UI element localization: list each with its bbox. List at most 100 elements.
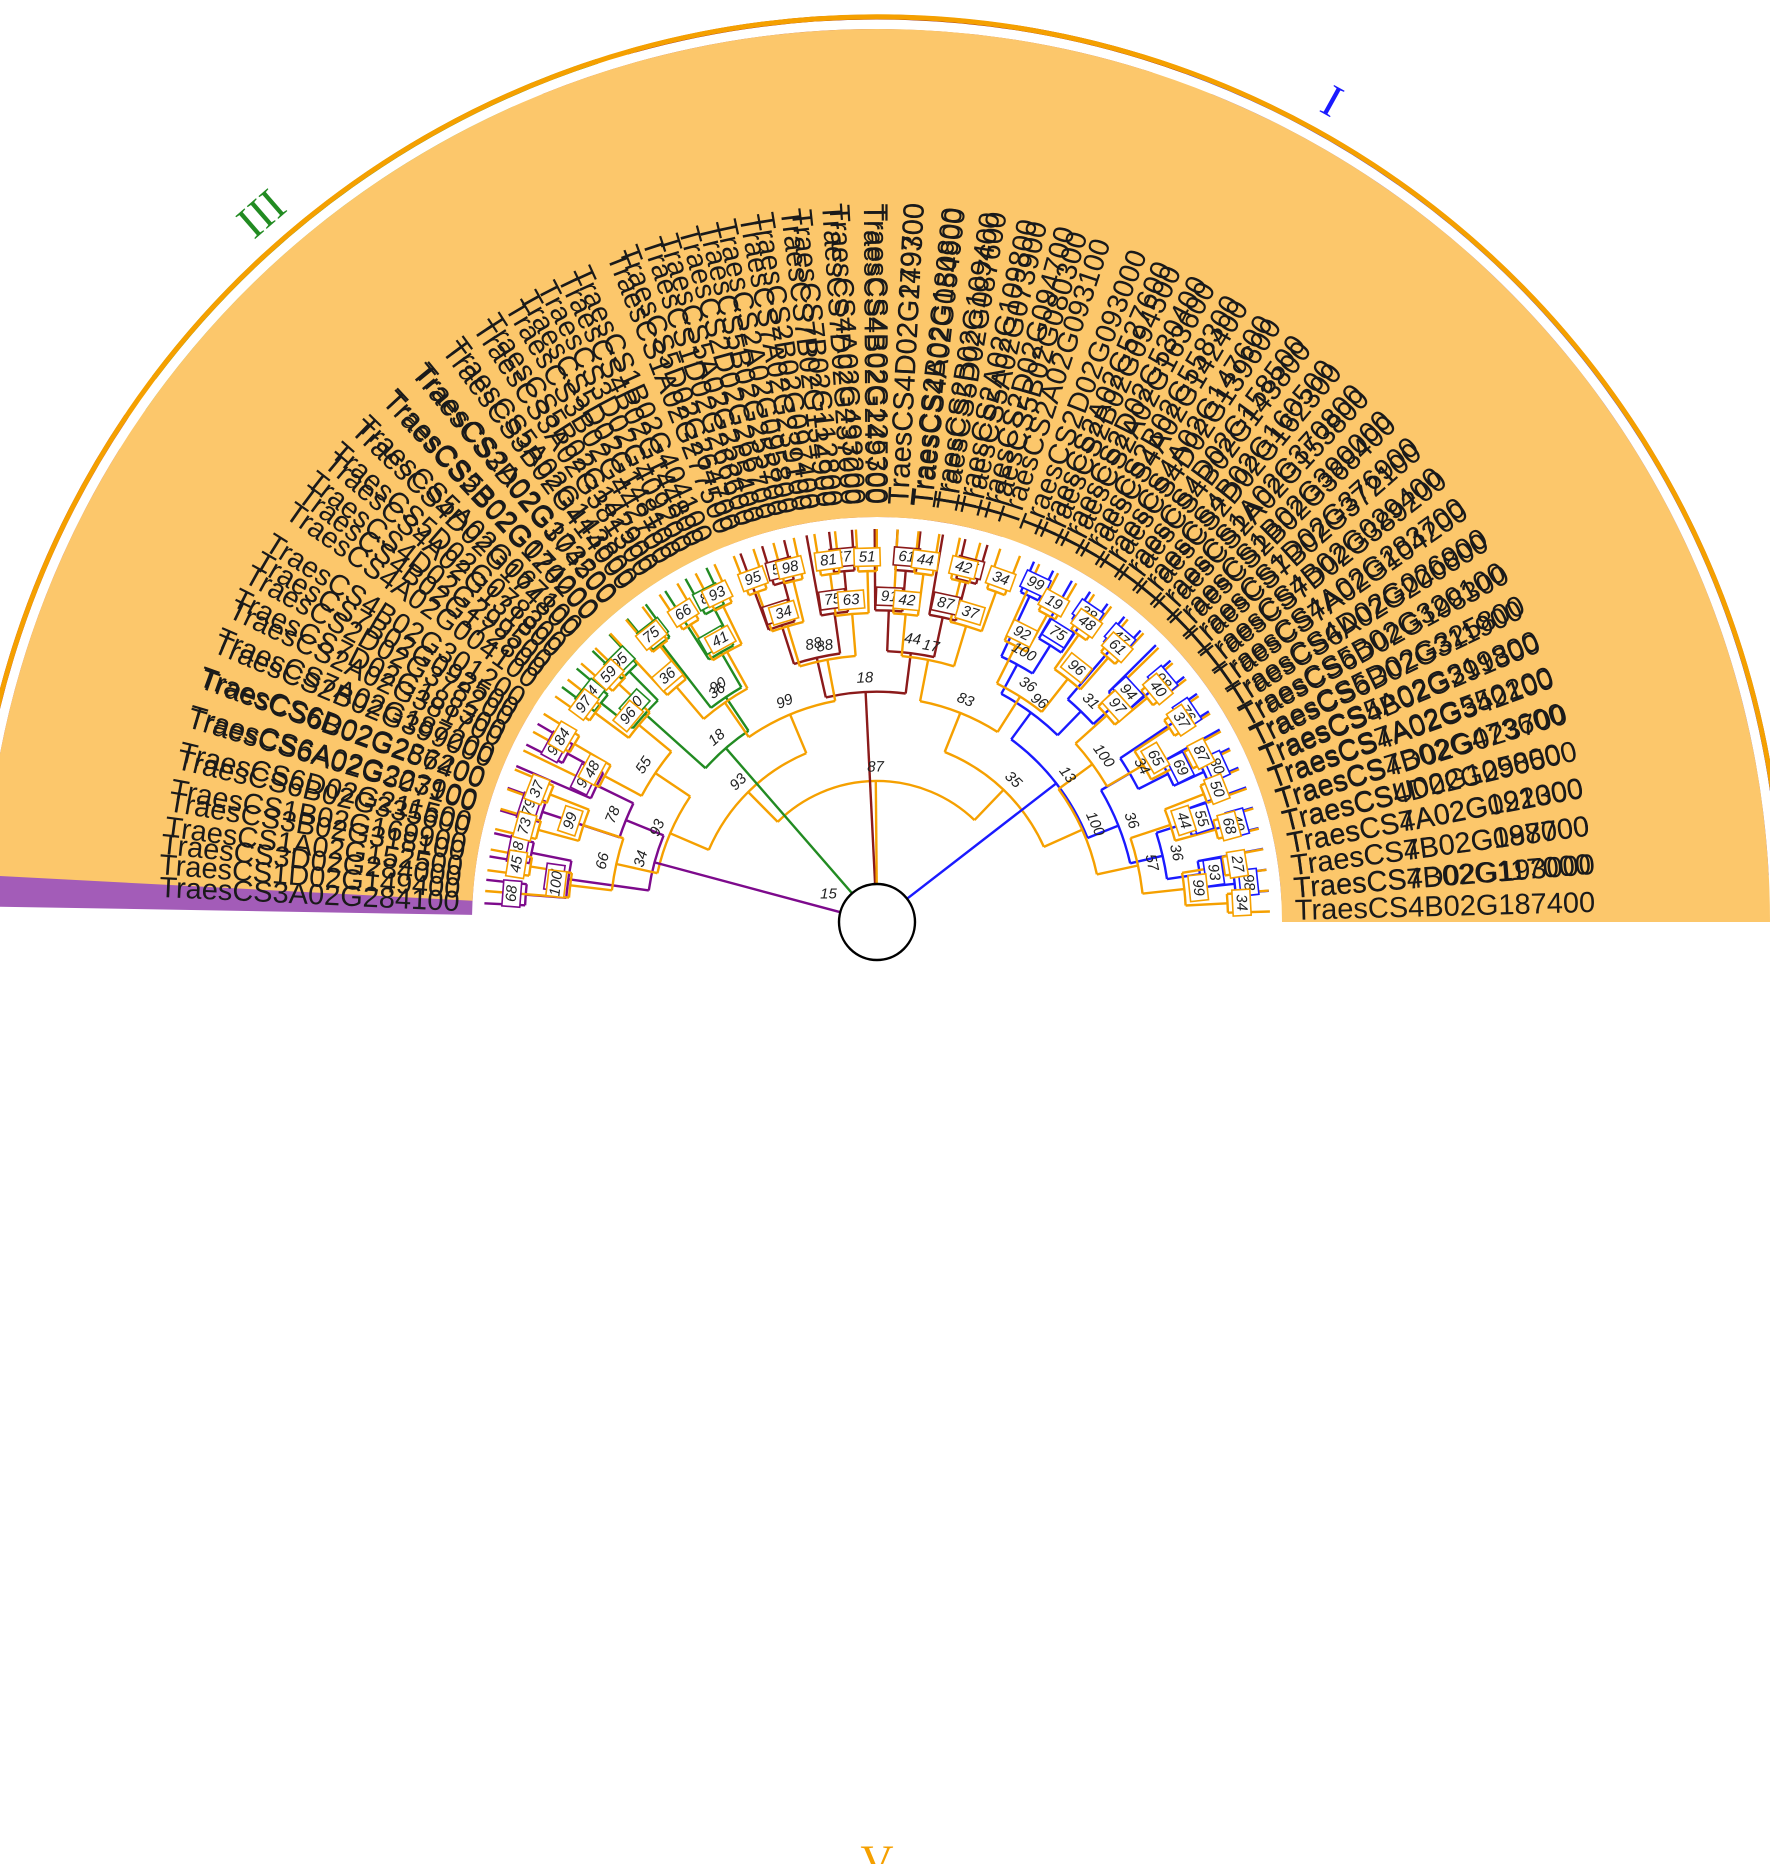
branch [980,591,998,632]
bootstrap-value: 88 [804,634,825,654]
bootstrap-value: 34 [631,849,652,870]
bootstrap-labels: 9938751004798943196768069344055989336361… [500,546,1260,917]
bootstrap-value: 66 [593,850,613,871]
branch-arc [793,652,841,666]
branch [549,793,590,811]
bootstrap-label: 95 [742,568,764,590]
clade-arc-V [0,14,1770,792]
bootstrap-value: 68 [1216,810,1243,842]
bootstrap-box [1139,741,1171,775]
branch [1137,772,1169,791]
bootstrap-box [1165,703,1197,738]
branch-arc [631,699,659,729]
branch [918,659,930,702]
bootstrap-label: 55 [632,753,656,777]
bootstrap-box [984,564,1018,593]
branch [1185,902,1228,907]
branch-arc [875,609,903,613]
branch [886,610,890,652]
bootstrap-box [703,624,738,655]
bootstrap-value: 37 [954,599,987,627]
bootstrap-value: 73 [511,810,538,843]
branch-arc [1100,650,1116,665]
bootstrap-box [910,548,941,572]
branch [1040,678,1069,713]
bootstrap-box [1202,772,1232,806]
branch [1164,792,1205,811]
branch [873,528,877,611]
bootstrap-value: 44 [1169,804,1198,837]
bootstrap-value: 51 [853,546,882,568]
bootstrap-value: 55 [632,753,656,777]
bootstrap-box [836,589,866,611]
branch [788,714,808,754]
branch [786,625,801,667]
branch [866,571,870,614]
bootstrap-box [504,849,529,880]
bootstrap-box [1005,618,1039,649]
branch [1119,720,1177,760]
bootstrap-label: 44 [1173,810,1194,831]
bootstrap-value: 18 [705,725,729,749]
branch [604,775,643,797]
bootstrap-box [611,699,645,733]
branch [815,657,827,698]
branch [792,580,805,623]
bootstrap-value: 98 [774,554,806,581]
bootstrap-box [1069,607,1104,640]
bootstrap-value: 18 [856,669,874,687]
bootstrap-label: 17 [921,636,941,656]
bootstrap-label: 73 [514,815,535,836]
clade-stem-II [864,691,877,885]
bootstrap-value: 78 [602,803,624,825]
bootstrap-box [947,554,980,581]
branch [1066,648,1112,701]
branch [996,695,1022,733]
branch [1142,887,1185,895]
bootstrap-value: 87 [930,591,962,617]
branch [726,651,749,690]
bootstrap-label: 42 [953,557,974,578]
bootstrap-value: 19 [1036,587,1071,618]
bootstrap-label: 34 [1233,894,1251,912]
bootstrap-box [892,589,922,612]
bootstrap-label: 37 [526,778,548,800]
bootstrap-value: 88 [815,636,835,656]
branch-arc [610,837,625,891]
leaf-label: TraesCS4B02G125300 [861,204,893,504]
bootstrap-value: 34 [767,599,800,627]
branch [1079,657,1110,691]
clade-label-V: V [860,1836,893,1864]
branch-arc [627,711,651,739]
branch-arc [588,704,602,722]
bootstrap-value: 45 [504,849,529,880]
bootstrap-label: 66 [593,850,613,871]
bootstrap-label: 63 [842,591,861,609]
branch [638,724,673,753]
bootstrap-label: 68 [1219,816,1240,837]
branch-arc [682,618,700,631]
bootstrap-box [1185,736,1216,771]
branch [1057,763,1094,790]
bootstrap-value: 75 [1040,617,1075,650]
bootstrap-value: 84 [546,720,578,754]
branch-arc [1211,820,1220,839]
branch [1133,726,1171,753]
bootstrap-label: 98 [780,557,801,578]
branch [660,642,712,709]
branch [1174,828,1216,842]
bootstrap-value: 48 [577,752,608,787]
branch [628,670,659,702]
bootstrap-label: 81 [819,551,838,570]
bootstrap-value: 69 [1165,750,1196,785]
bootstrap-box [853,546,882,568]
bootstrap-box [700,578,734,609]
branch-arc [901,654,955,668]
clade-stem-IV [654,861,841,914]
bootstrap-value: 83 [955,689,977,711]
branch [739,553,770,631]
bootstrap-box [1216,810,1243,842]
branch-arc [568,735,581,753]
bootstrap-label: 100 [546,870,566,898]
clade-label-I: I [1313,75,1351,127]
